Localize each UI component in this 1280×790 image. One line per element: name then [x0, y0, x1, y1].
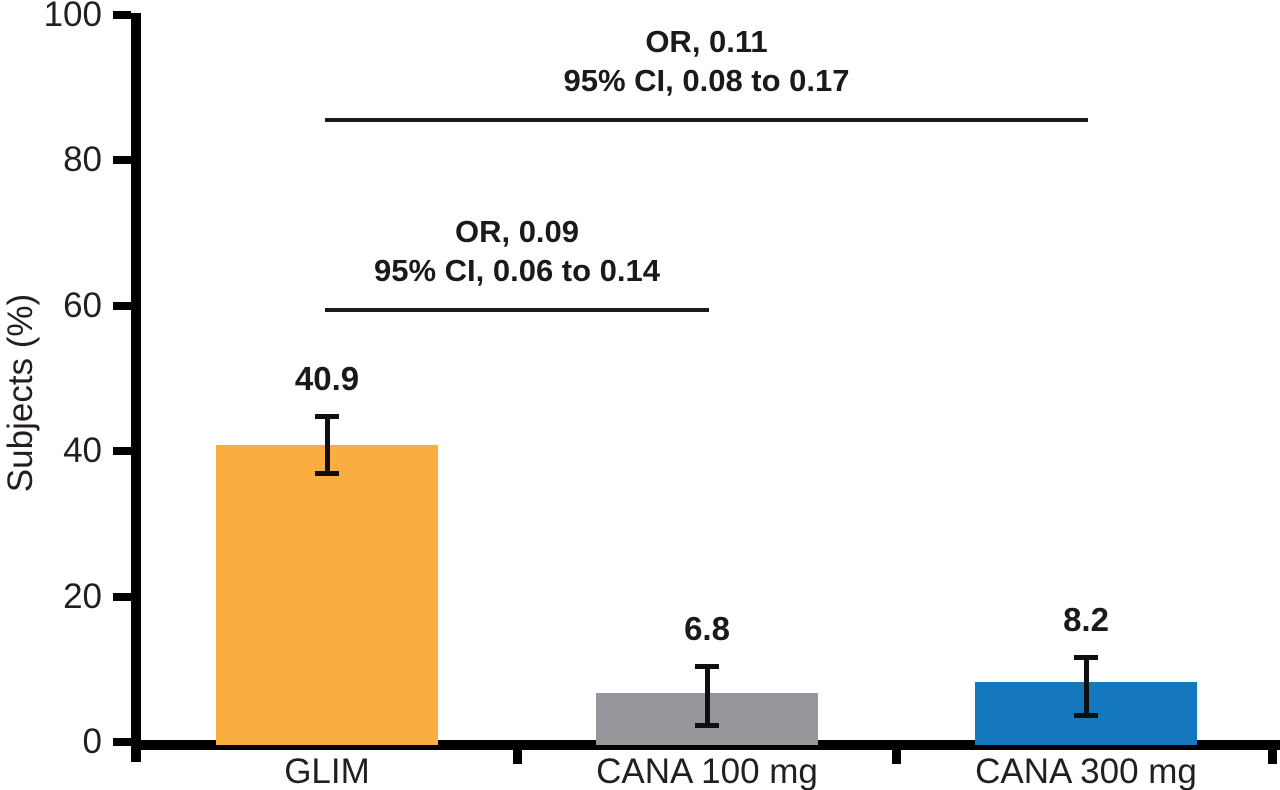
error-bar-cap-bottom	[695, 723, 719, 728]
y-tick	[113, 592, 131, 601]
annotation-text: OR, 0.09 95% CI, 0.06 to 0.14	[267, 212, 767, 290]
annotation-or-value: OR, 0.11	[645, 24, 768, 60]
category-label: CANA 300 mg	[975, 752, 1197, 790]
error-bar-line	[324, 416, 330, 474]
y-tick-label: 60	[63, 285, 102, 325]
error-bar-line	[704, 665, 710, 726]
annotation-bracket-line	[325, 307, 709, 312]
error-bar-cap-bottom	[1074, 712, 1098, 718]
y-tick	[113, 301, 131, 310]
bar-value-label: 40.9	[294, 360, 360, 398]
y-tick-label: 100	[43, 0, 102, 34]
y-tick-label: 0	[82, 722, 102, 761]
y-tick	[113, 738, 131, 746]
annotation-text: OR, 0.11 95% CI, 0.08 to 0.17	[457, 22, 957, 100]
x-axis-line	[131, 740, 1280, 750]
bar-value-label: 6.8	[684, 609, 730, 647]
error-bar-cap-top	[1074, 654, 1098, 660]
x-axis-tick	[512, 750, 522, 764]
x-axis-tick	[892, 750, 901, 764]
error-bar-cap-bottom	[315, 470, 339, 476]
error-bar-cap-top	[315, 414, 339, 420]
y-tick-label: 80	[63, 140, 102, 180]
annotation-or-value: OR, 0.09	[454, 213, 580, 249]
bar-value-label: 8.2	[1063, 600, 1109, 638]
category-label: CANA 100 mg	[596, 752, 818, 790]
y-tick	[113, 156, 131, 165]
y-tick-label: 20	[63, 576, 102, 616]
x-axis-tick	[1267, 750, 1277, 764]
y-tick	[113, 11, 131, 19]
annotation-bracket-line	[325, 118, 1088, 123]
error-bar-line	[1083, 656, 1089, 716]
bar	[216, 444, 438, 745]
y-axis-line	[131, 13, 141, 762]
y-tick-label: 40	[63, 431, 102, 471]
category-label: GLIM	[284, 752, 370, 790]
error-bar-cap-top	[695, 663, 719, 669]
annotation-ci-value: 95% CI, 0.06 to 0.14	[373, 252, 661, 288]
y-tick	[113, 447, 131, 456]
annotation-ci-value: 95% CI, 0.08 to 0.17	[563, 63, 850, 99]
